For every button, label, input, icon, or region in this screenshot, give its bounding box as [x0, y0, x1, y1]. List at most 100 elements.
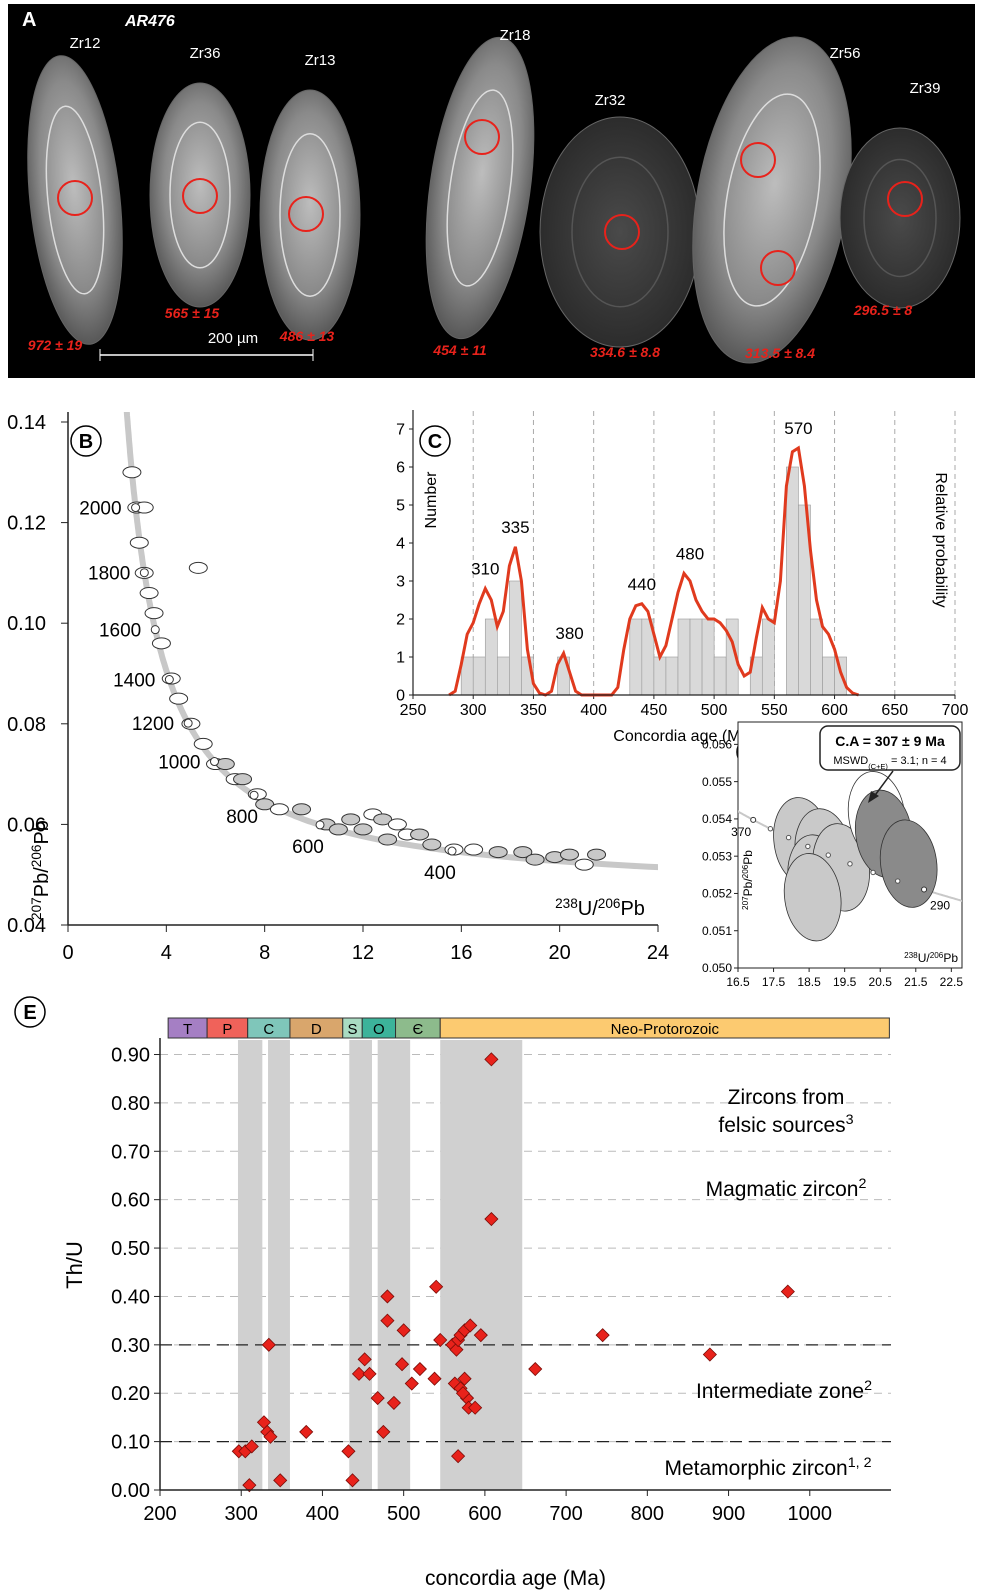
y-tick-label: 0.40 [111, 1286, 150, 1308]
y-tick-label: 0.052 [702, 887, 732, 901]
zone-annotation-sup: 3 [846, 1112, 854, 1128]
data-point [386, 1395, 401, 1410]
data-point [528, 1361, 543, 1377]
data-ellipse [560, 848, 579, 861]
concordia-age-dot [750, 816, 757, 823]
zone-annotation-sup: 2 [858, 1176, 866, 1192]
data-ellipse [525, 853, 545, 866]
concordia-age-label: 2000 [79, 499, 121, 520]
x-tick-label: 18.5 [797, 975, 821, 989]
y-tick-label: 0.50 [111, 1238, 150, 1260]
y-axis-label-part: 207 [741, 896, 750, 910]
y-tick-label: 0.055 [702, 775, 732, 789]
zircon-zoning [571, 156, 669, 308]
grain-name: Zr56 [830, 45, 861, 62]
x-tick-label: 450 [641, 702, 668, 719]
data-point [412, 1361, 427, 1377]
concordia-age-dot [139, 568, 149, 578]
x-tick-label: 800 [631, 1503, 664, 1525]
x-axis-label-part: Pb [620, 898, 644, 920]
x-axis-label-part: 206 [598, 896, 621, 911]
spot [760, 250, 796, 286]
zone-annotation: Metamorphic zircon1, 2 [664, 1455, 871, 1480]
zone-annotation-sup: 2 [864, 1378, 872, 1394]
y-tick-label: 0.20 [111, 1383, 150, 1405]
data-point [449, 1342, 464, 1357]
annotation-box [819, 725, 961, 771]
zone-annotation: felsic sources3 [718, 1112, 853, 1137]
data-point [244, 1439, 259, 1454]
data-ellipse [373, 813, 393, 826]
data-point [299, 1424, 314, 1440]
concordia-age-dot [249, 790, 259, 800]
histogram-bar [653, 656, 667, 696]
zone-annotation: Zircons from [728, 1086, 845, 1109]
data-ellipse [879, 819, 938, 908]
concordia-dot [895, 878, 901, 884]
x-tick-label: 0 [62, 942, 73, 964]
x-tick-label: 700 [549, 1503, 582, 1525]
x-tick-label: 600 [468, 1503, 501, 1525]
histogram-bar [786, 466, 799, 696]
data-point [380, 1313, 395, 1328]
x-axis-label-part: Pb [943, 951, 958, 965]
zone-annotation-text: felsic sources [718, 1114, 845, 1137]
data-ellipse [353, 823, 373, 836]
grain-name: Zr36 [190, 45, 221, 62]
zircon-zoning [723, 93, 821, 307]
y-axis-label-part: 206 [741, 864, 750, 878]
zone-annotation-sup: 1, 2 [848, 1455, 872, 1471]
x-tick-label: 1000 [788, 1503, 833, 1525]
y-tick-label: 4 [396, 536, 405, 553]
scale-label: 200 µm [208, 330, 258, 347]
period-label: P [222, 1021, 232, 1038]
y-axis-label: Th/U [62, 1241, 87, 1289]
y-tick-label: 0.06 [7, 814, 46, 836]
age-band [377, 1040, 411, 1490]
y-tick-label: 0.10 [111, 1432, 150, 1454]
x-tick-label: 21.5 [904, 975, 928, 989]
peak-label: 480 [676, 544, 704, 563]
x-axis-label-part: U/ [918, 951, 931, 965]
concordia-age-label: 1600 [99, 621, 141, 642]
x-tick-label: 550 [761, 702, 788, 719]
x-tick-label: 24 [647, 942, 669, 964]
y-tick-label: 1 [396, 650, 405, 667]
x-tick-label: 19.5 [833, 975, 857, 989]
x-tick-label: 8 [259, 942, 270, 964]
y2-axis-label: Relative probability [932, 472, 949, 607]
concordia-dot [785, 834, 792, 841]
x-tick-label: 16 [450, 942, 472, 964]
concordia-age-label: 1800 [88, 564, 130, 585]
data-point [451, 1449, 466, 1464]
zircon-grain [149, 82, 251, 308]
zircon-grain [425, 36, 535, 340]
annotation-arrow [872, 770, 894, 799]
data-point [433, 1332, 448, 1348]
grain-age: 972 ± 19 [28, 337, 83, 353]
data-ellipse [151, 637, 171, 650]
data-ellipse [139, 587, 159, 600]
spot [887, 181, 923, 217]
data-ellipse [144, 607, 164, 620]
data-point [780, 1284, 795, 1299]
grain-name: Zr32 [595, 92, 626, 109]
data-point [468, 1400, 483, 1415]
y-axis-label: 207Pb/206Pb [29, 820, 54, 920]
concordia-dot [847, 861, 853, 867]
histogram-bar [713, 656, 727, 696]
data-ellipse [422, 838, 442, 851]
grain-name: Zr13 [305, 52, 336, 69]
grain-name: Zr12 [70, 35, 101, 52]
y-tick-label: 0.70 [111, 1141, 150, 1163]
y-axis-label: 207Pb/206Pb [741, 850, 756, 910]
data-ellipse [513, 846, 533, 859]
x-axis-label: Concordia age (Ma) [613, 728, 754, 745]
x-tick-label: 400 [306, 1503, 339, 1525]
y-tick-label: 0.60 [111, 1190, 150, 1212]
spot [604, 214, 640, 250]
x-axis-label: 238U/206Pb [555, 896, 645, 921]
concordia-age-dot [164, 675, 174, 685]
